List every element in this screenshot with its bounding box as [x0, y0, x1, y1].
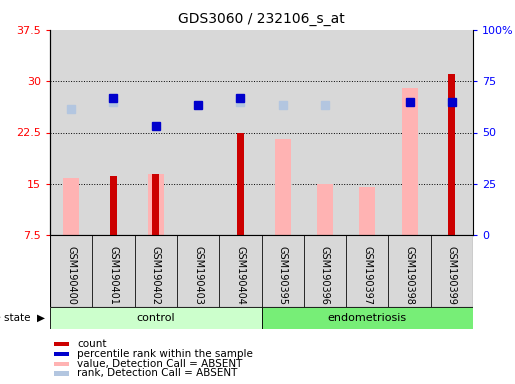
Text: count: count — [77, 339, 107, 349]
Bar — [359, 187, 375, 235]
Bar — [431, 30, 473, 235]
Bar — [262, 307, 473, 329]
Text: percentile rank within the sample: percentile rank within the sample — [77, 349, 253, 359]
Bar — [152, 174, 159, 235]
Bar — [54, 342, 69, 346]
Bar — [50, 30, 92, 235]
Title: GDS3060 / 232106_s_at: GDS3060 / 232106_s_at — [178, 12, 345, 26]
Bar — [274, 139, 290, 235]
Text: GSM190400: GSM190400 — [66, 246, 76, 305]
Bar — [304, 30, 346, 235]
Bar — [346, 30, 388, 235]
Bar — [219, 30, 262, 235]
Bar — [148, 174, 164, 235]
Bar — [54, 352, 69, 356]
Bar — [431, 235, 473, 307]
Text: value, Detection Call = ABSENT: value, Detection Call = ABSENT — [77, 359, 243, 369]
Bar — [92, 235, 134, 307]
Bar — [262, 30, 304, 235]
Bar — [388, 30, 431, 235]
Text: GSM190398: GSM190398 — [405, 246, 415, 305]
Bar — [262, 235, 304, 307]
Bar — [92, 30, 134, 235]
Text: disease state  ▶: disease state ▶ — [0, 313, 45, 323]
Text: endometriosis: endometriosis — [328, 313, 407, 323]
Bar — [50, 307, 262, 329]
Bar — [54, 371, 69, 376]
Bar — [388, 235, 431, 307]
Bar — [317, 184, 333, 235]
Bar — [177, 30, 219, 235]
Text: GSM190402: GSM190402 — [151, 246, 161, 305]
Text: GSM190403: GSM190403 — [193, 246, 203, 305]
Text: GSM190401: GSM190401 — [109, 246, 118, 305]
Bar — [134, 30, 177, 235]
Text: GSM190404: GSM190404 — [235, 246, 245, 305]
Bar — [63, 178, 79, 235]
Bar — [449, 74, 455, 235]
Bar — [50, 235, 92, 307]
Bar — [110, 175, 117, 235]
Bar — [54, 362, 69, 366]
Text: GSM190395: GSM190395 — [278, 246, 288, 305]
Text: rank, Detection Call = ABSENT: rank, Detection Call = ABSENT — [77, 369, 238, 379]
Bar — [304, 235, 346, 307]
Bar — [177, 235, 219, 307]
Text: GSM190399: GSM190399 — [447, 246, 457, 305]
Bar — [237, 132, 244, 235]
Text: GSM190396: GSM190396 — [320, 246, 330, 305]
Bar — [402, 88, 418, 235]
Text: control: control — [136, 313, 175, 323]
Text: GSM190397: GSM190397 — [362, 246, 372, 305]
Bar — [134, 235, 177, 307]
Bar — [346, 235, 388, 307]
Bar — [219, 235, 262, 307]
